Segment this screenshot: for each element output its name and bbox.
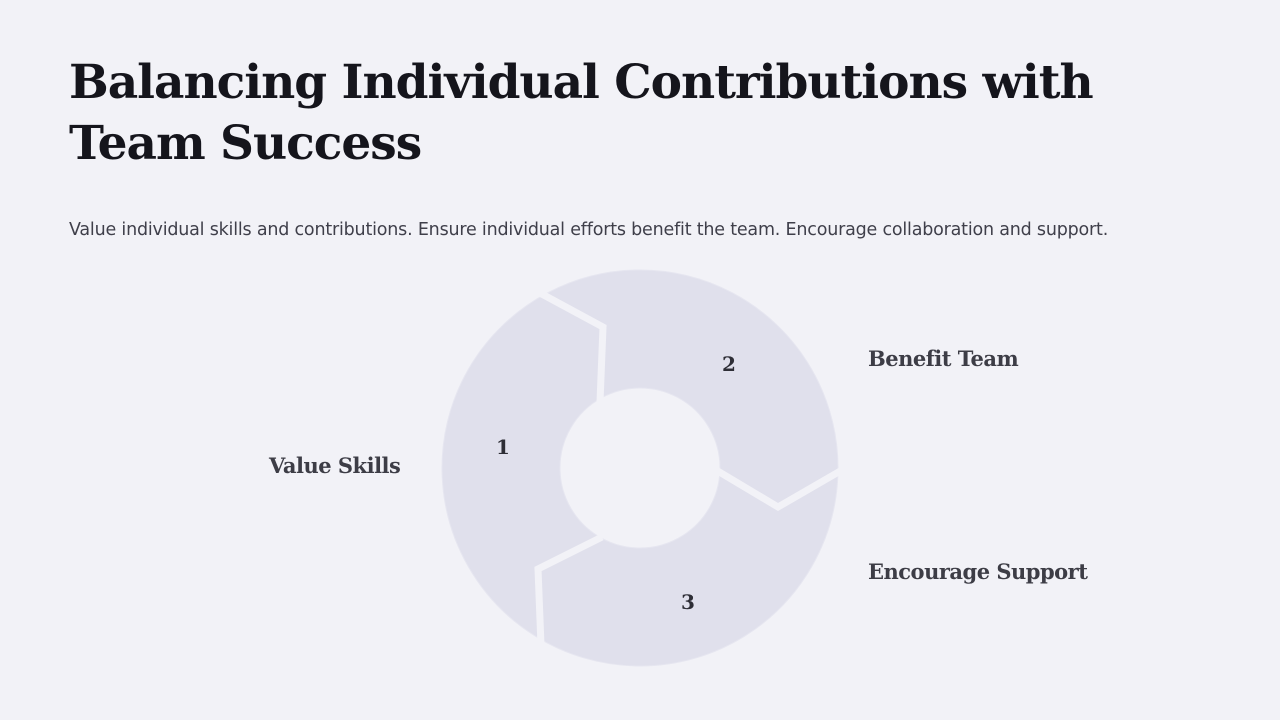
cycle-ring bbox=[441, 269, 839, 667]
separator-2-3 bbox=[714, 466, 844, 512]
step-number-2: 2 bbox=[722, 352, 736, 376]
subtitle: Value individual skills and contribution… bbox=[69, 220, 1109, 240]
page-title: Balancing Individual Contributions with … bbox=[69, 55, 1094, 171]
step-label-1: Value Skills bbox=[269, 453, 401, 478]
separator-1-2 bbox=[538, 289, 607, 403]
step-label-3: Encourage Support bbox=[868, 559, 1088, 584]
step-number-3: 3 bbox=[681, 590, 695, 614]
step-number-1: 1 bbox=[496, 435, 510, 459]
separator-3-1 bbox=[534, 533, 604, 646]
step-label-2: Benefit Team bbox=[868, 346, 1019, 371]
